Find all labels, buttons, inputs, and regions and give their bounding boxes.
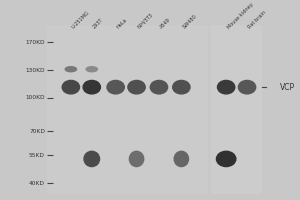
Ellipse shape xyxy=(107,80,124,94)
Text: NIH/3T3: NIH/3T3 xyxy=(136,12,154,30)
Text: 293T: 293T xyxy=(92,17,104,30)
Text: U-251MG: U-251MG xyxy=(71,10,91,30)
Text: SW480: SW480 xyxy=(181,14,197,30)
FancyBboxPatch shape xyxy=(47,25,208,194)
Ellipse shape xyxy=(62,80,80,94)
Ellipse shape xyxy=(238,80,256,94)
Text: Mouse kidney: Mouse kidney xyxy=(226,2,254,30)
Ellipse shape xyxy=(128,80,145,94)
Text: 55KD: 55KD xyxy=(29,153,45,158)
Ellipse shape xyxy=(218,80,235,94)
Text: HeLa: HeLa xyxy=(116,17,128,30)
Text: 40KD: 40KD xyxy=(29,181,45,186)
Ellipse shape xyxy=(150,80,168,94)
Ellipse shape xyxy=(84,151,100,167)
Ellipse shape xyxy=(83,80,100,94)
Text: VCP: VCP xyxy=(280,83,295,92)
Ellipse shape xyxy=(65,67,76,72)
Text: Rat brain: Rat brain xyxy=(247,10,267,30)
Text: 70KD: 70KD xyxy=(29,129,45,134)
Ellipse shape xyxy=(86,67,98,72)
Ellipse shape xyxy=(129,151,144,167)
Text: 100KD: 100KD xyxy=(26,95,45,100)
Ellipse shape xyxy=(216,151,236,167)
Text: 130KD: 130KD xyxy=(26,68,45,73)
Text: 170KD: 170KD xyxy=(26,40,45,45)
FancyBboxPatch shape xyxy=(211,25,262,194)
Ellipse shape xyxy=(174,151,188,167)
Text: A549: A549 xyxy=(159,17,172,30)
Ellipse shape xyxy=(173,80,190,94)
